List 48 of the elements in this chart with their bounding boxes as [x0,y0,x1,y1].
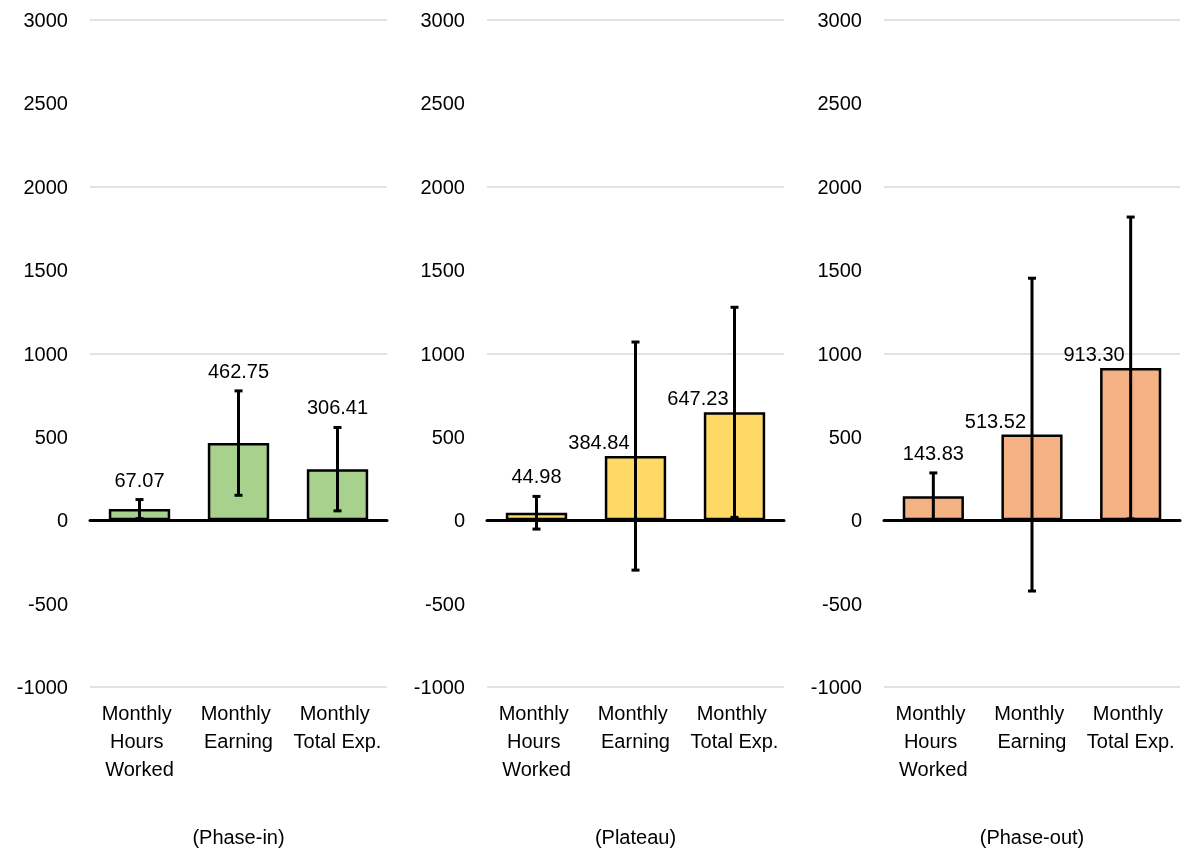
y-tick-label: -1000 [810,676,862,698]
y-tick-label: 2000 [817,175,862,198]
y-tick-label: 1000 [420,342,465,365]
x-tick-label: Monthly Hours Worked [498,702,575,780]
y-tick-label: -500 [821,592,862,615]
x-tick-label: Monthly Earning [597,702,674,752]
y-tick-label: 2500 [420,92,465,115]
y-tick-label: 2500 [23,92,68,115]
x-tick-label: Monthly Hours Worked [895,702,972,780]
y-tick-label: 2000 [420,175,465,198]
y-tick-label: -500 [27,592,68,615]
data-label: 913.30 [1063,342,1125,365]
y-tick-label: 1000 [23,342,68,365]
y-tick-label: 3000 [420,9,465,31]
x-tick-label: Monthly Total Exp. [293,702,382,752]
y-tick-label: 500 [34,425,68,448]
y-tick-label: 1500 [817,259,862,282]
y-tick-label: 2000 [23,175,68,198]
x-tick-label: Monthly Hours Worked [101,702,178,780]
data-label: 44.98 [511,465,562,488]
data-label: 306.41 [306,396,369,419]
x-axis-title: (Plateau) [594,826,677,848]
y-tick-label: 0 [850,509,862,532]
y-tick-label: 1500 [420,259,465,282]
data-label: 67.07 [114,468,165,491]
data-label: 513.52 [964,409,1026,432]
x-tick-label: Monthly Earning [200,702,277,752]
x-tick-label: Monthly Total Exp. [690,702,779,752]
x-tick-label: Monthly Earning [994,702,1070,752]
y-tick-label: 1500 [23,259,68,282]
y-tick-label: 3000 [817,9,862,31]
y-tick-label: -1000 [413,676,465,698]
y-tick-label: 2500 [817,92,862,115]
y-tick-label: 0 [453,509,465,532]
data-label: 384.84 [568,431,630,454]
x-tick-label: Monthly Total Exp. [1086,702,1175,752]
y-tick-label: 0 [56,509,68,532]
y-tick-label: 500 [431,425,465,448]
y-tick-label: 500 [828,425,862,448]
x-axis-title: (Phase-in) [192,826,285,848]
data-label: 143.83 [902,441,964,464]
data-label: 647.23 [667,387,729,410]
y-tick-label: 3000 [23,9,68,31]
data-label: 462.75 [207,359,270,382]
y-tick-label: -500 [424,592,465,615]
x-axis-title: (Phase-out) [979,826,1085,848]
y-tick-label: -1000 [16,676,68,698]
y-tick-label: 1000 [817,342,862,365]
